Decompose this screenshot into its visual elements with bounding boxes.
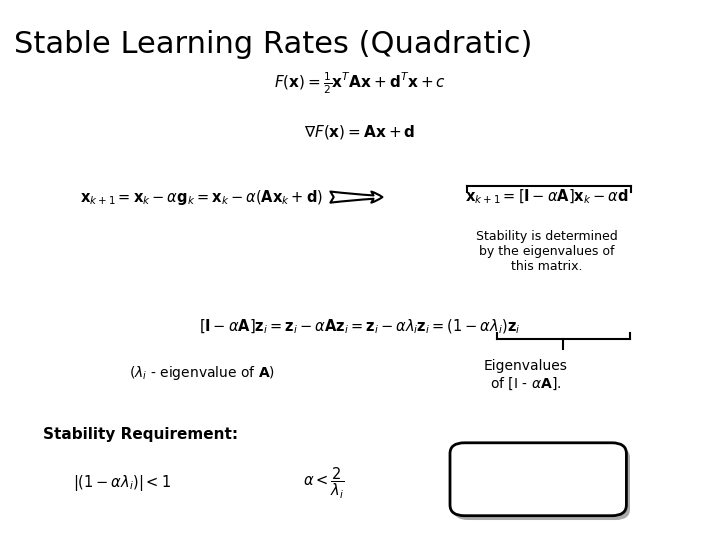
Text: $|(1-\alpha\lambda_i)| < 1$: $|(1-\alpha\lambda_i)| < 1$ (73, 473, 171, 494)
Text: Stability Requirement:: Stability Requirement: (43, 427, 238, 442)
Text: Stable Learning Rates (Quadratic): Stable Learning Rates (Quadratic) (14, 30, 533, 59)
Text: $F(\mathbf{x}) = \frac{1}{2}\mathbf{x}^T\mathbf{A}\mathbf{x} + \mathbf{d}^T\math: $F(\mathbf{x}) = \frac{1}{2}\mathbf{x}^T… (274, 71, 446, 97)
Text: $\mathbf{x}_{k+1} = \mathbf{x}_k - \alpha\mathbf{g}_k = \mathbf{x}_k - \alpha(\m: $\mathbf{x}_{k+1} = \mathbf{x}_k - \alph… (80, 187, 323, 207)
FancyBboxPatch shape (454, 447, 630, 520)
Text: Stability is determined
by the eigenvalues of
this matrix.: Stability is determined by the eigenvalu… (477, 230, 618, 273)
Text: $\nabla F(\mathbf{x}) = \mathbf{A}\mathbf{x} + \mathbf{d}$: $\nabla F(\mathbf{x}) = \mathbf{A}\mathb… (305, 123, 415, 141)
Text: $(\lambda_i$ - eigenvalue of $\mathbf{A})$: $(\lambda_i$ - eigenvalue of $\mathbf{A}… (129, 363, 274, 382)
Text: $\alpha < \dfrac{2}{\lambda_i}$: $\alpha < \dfrac{2}{\lambda_i}$ (303, 465, 345, 501)
Text: $\mathbf{x}_{k+1} = [\mathbf{I} - \alpha\mathbf{A}]\mathbf{x}_k - \alpha\mathbf{: $\mathbf{x}_{k+1} = [\mathbf{I} - \alpha… (465, 188, 629, 206)
Text: $[\mathbf{I} - \alpha\mathbf{A}]\mathbf{z}_i = \mathbf{z}_i - \alpha\mathbf{A}\m: $[\mathbf{I} - \alpha\mathbf{A}]\mathbf{… (199, 318, 521, 336)
Text: $\alpha < \dfrac{2}{\lambda_{max}}$: $\alpha < \dfrac{2}{\lambda_{max}}$ (506, 465, 567, 501)
FancyBboxPatch shape (450, 443, 626, 516)
Text: Eigenvalues
of [I - $\alpha$$\mathbf{A}$].: Eigenvalues of [I - $\alpha$$\mathbf{A}$… (484, 359, 567, 392)
